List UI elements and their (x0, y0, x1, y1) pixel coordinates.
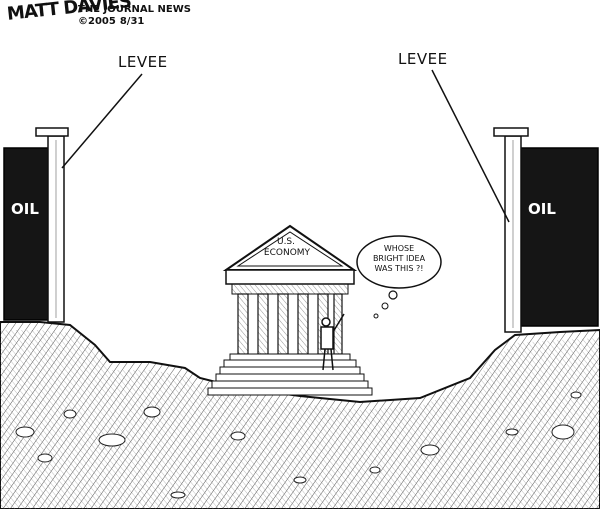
levee-label-right: LEVEE (398, 50, 448, 68)
levee-pointer-right (431, 69, 510, 223)
speech-bubble-text: WHOSE BRIGHT IDEA WAS THIS ?! (362, 244, 436, 274)
speech-bubble (356, 235, 442, 319)
rocks (15, 391, 582, 499)
building-label-economy: ECONOMY (263, 248, 311, 258)
oil-label-left: OIL (11, 200, 39, 218)
publication-name: THE JOURNAL NEWS (78, 4, 191, 15)
oil-label-right: OIL (528, 200, 556, 218)
speech-line-3: WAS THIS ?! (374, 264, 424, 273)
building-label-us: U.S. (276, 237, 296, 247)
credit-block: THE JOURNAL NEWS ©2005 8/31 (78, 4, 191, 28)
oil-block-right (520, 147, 599, 327)
oil-block-left (3, 147, 49, 321)
speech-line-1: WHOSE (383, 244, 415, 253)
levee-pointer-left (61, 73, 143, 169)
figure-person (320, 313, 345, 371)
levee-wall-left (35, 127, 69, 323)
levee-label-left: LEVEE (118, 53, 168, 71)
copyright-text: ©2005 (78, 16, 116, 27)
levee-wall-right (493, 127, 529, 333)
publication-date: 8/31 (119, 16, 145, 27)
speech-line-2: BRIGHT IDEA (372, 254, 426, 263)
